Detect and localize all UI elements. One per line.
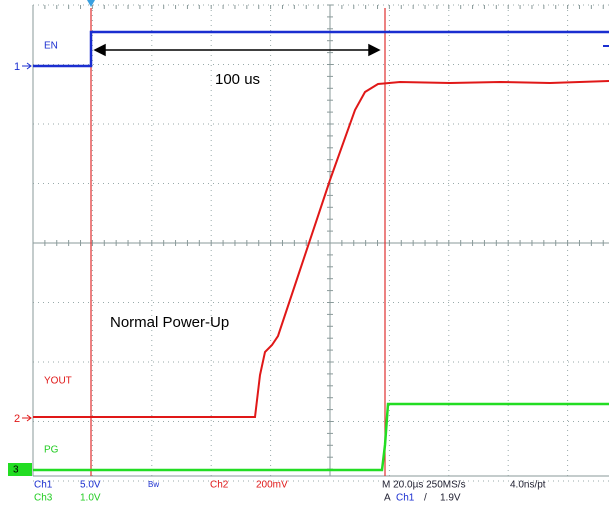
graticule — [32, 4, 609, 482]
status-text: Ch2 — [210, 480, 229, 491]
status-text: 4.0ns/pt — [510, 480, 546, 491]
status-text: M 20.0µs 250MS/s — [382, 480, 466, 491]
en-trace — [33, 30, 609, 68]
status-text: Ch1 — [34, 480, 53, 491]
status-text: 5.0V — [80, 480, 101, 491]
yout-trace — [33, 80, 609, 418]
status-text: Ch1 — [396, 493, 415, 504]
interval-label: 100 us — [215, 71, 260, 88]
status-text: / — [424, 493, 427, 504]
status-text: A — [384, 493, 391, 504]
channel-marker: 1 — [14, 61, 20, 73]
status-text: Bw — [148, 480, 159, 489]
channel-label: EN — [44, 41, 58, 52]
status-text: Ch3 — [34, 493, 53, 504]
marker-arrow — [22, 414, 32, 422]
status-text: 1.9V — [440, 493, 461, 504]
marker-box — [8, 463, 32, 476]
caption: Normal Power-Up — [110, 314, 229, 331]
channel-label: YOUT — [44, 376, 72, 387]
channel-marker: 3 — [13, 465, 19, 476]
channel-label: PG — [44, 445, 59, 456]
status-text: 200mV — [256, 480, 288, 491]
pg-trace — [33, 402, 609, 472]
trigger-marker — [87, 0, 95, 7]
channel-marker: 2 — [14, 413, 20, 425]
interval-arrow — [93, 43, 381, 57]
status-text: 1.0V — [80, 493, 101, 504]
marker-arrow — [22, 62, 32, 70]
status-bar: Ch1 5.0V Bw Ch2 200mV M 20.0µs 250MS/s 4… — [34, 480, 546, 504]
